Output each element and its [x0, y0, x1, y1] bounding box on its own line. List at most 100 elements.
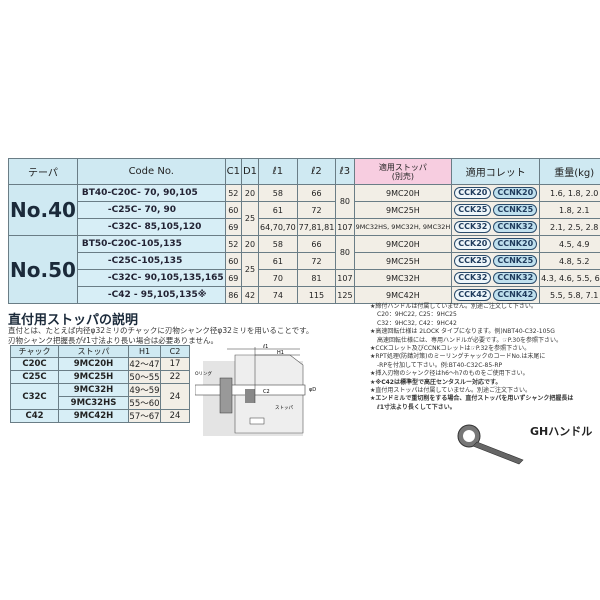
stopper-subheader: (別売) [391, 171, 415, 181]
note-line: ★※C42は標準型で高圧センタスルー対応です。 [370, 378, 502, 386]
note-line: ★締付ハンドルは付属していません。別途ご注文して下さい。 [370, 303, 537, 310]
col-stopper: ストッパ [58, 345, 129, 358]
l1-cell: 58 [258, 184, 298, 202]
c2-cell: 17 [160, 357, 190, 371]
c2-cell: 24 [160, 409, 190, 423]
l2-cell: 66 [296, 184, 337, 202]
l2-cell: 115 [296, 286, 337, 304]
stopper-cell: 9MC32H [58, 383, 129, 397]
stopper-cell: 9MC20H [58, 357, 129, 371]
weight-cell: 5.5, 5.8, 7.1 [539, 286, 600, 304]
collet-badge: CCK42 [454, 289, 492, 301]
col-chuck: チャック [10, 345, 59, 358]
h1-cell: 42〜47 [128, 357, 161, 371]
code-cell: -C25C- 70, 90 [76, 201, 226, 219]
collet-cell: CCK42 CCNK42 [451, 286, 541, 304]
l2-cell: 66 [296, 235, 337, 253]
note-line: C32：9HC32, C42：9HC42 [377, 319, 457, 327]
table-row: C20C 9MC20H 42〜47 17 [10, 357, 190, 371]
table-row: C42 9MC42H 57〜67 24 [10, 409, 190, 423]
l1-label: ℓ1 [262, 344, 268, 350]
c1-cell: 60 [224, 252, 242, 270]
c1-cell: 52 [224, 184, 242, 202]
c2-cell: 22 [160, 370, 190, 384]
o-ring-label: Oリング [195, 370, 213, 377]
table-row: C25C 9MC25H 50〜55 22 [10, 370, 190, 384]
collet-cell: CCK25 CCNK25 [451, 201, 541, 219]
table-row: -C42 - 95,105,135※ 86 42 74 115 125 9MC42H CCK4… [9, 286, 600, 304]
note-line: ★高速回転仕様は 2LOCK タイプになります。例)NBT40-C32-105G [370, 328, 555, 336]
stopper-table: チャック ストッパ H1 C2 C20C 9MC20H 42〜47 17 C25C 9M… [10, 345, 190, 423]
col-c1: C1 [224, 158, 242, 185]
stopper-section-title: 直付用ストッパの説明 [8, 313, 139, 328]
weight-cell: 2.1, 2.5, 2.8 [539, 218, 600, 236]
c2-cell: 24 [160, 383, 190, 410]
l2-cell: 72 [296, 252, 337, 270]
h1-cell: 57〜67 [128, 409, 161, 423]
l3-cell: 80 [335, 184, 355, 219]
code-cell: BT50-C20C-105,135 [76, 235, 226, 253]
l1-cell: 61 [258, 201, 298, 219]
stopper-cell: 9MC25H [58, 370, 129, 384]
c1-cell: 86 [224, 286, 242, 304]
code-cell: -C32C- 85,105,120 [76, 218, 226, 236]
taper-cell: No.50 [8, 235, 78, 304]
note-line: ★挿入刃物のシャンク径はh6〜h7のものをご使用下さい。 [370, 370, 529, 378]
stopper-header: 適用ストッパ [378, 162, 427, 172]
collet-badge: CCNK42 [493, 289, 538, 301]
c1-cell: 69 [224, 269, 242, 287]
l2-cell: 77,81,81 [296, 218, 337, 236]
note-line: ★CCKコレット及びCCNKコレットは☞P.32を参照下さい。 [370, 345, 531, 353]
l3-cell: 80 [335, 235, 355, 270]
table-row: No.40 BT40-C20C- 70, 90,105 52 20 58 66 80 9MC2… [8, 184, 600, 236]
chuck-cell: C25C [10, 370, 59, 384]
d1-cell: 20 [240, 235, 260, 253]
table-row: C32C 9MC32H 49〜59 24 [10, 383, 190, 410]
l3-cell: 125 [335, 286, 355, 304]
stopper-label: ストッパ [275, 405, 293, 411]
collet-cell: CCK20 CCNK20 [451, 235, 541, 253]
l1-cell: 58 [258, 235, 298, 253]
collet-badge: CCK25 [454, 255, 492, 267]
stopper-cell: 9MC25H [353, 252, 453, 270]
stopper-cell: 9MC32HS [58, 396, 129, 410]
collet-badge: CCNK20 [493, 187, 538, 199]
note-line: ℓ1寸法より長くして下さい。 [377, 403, 456, 411]
taper-cell: No.40 [8, 184, 78, 236]
l3-cell: 107 [335, 269, 355, 287]
c2-label: C2 [263, 389, 270, 395]
stopper-cell: 9MC20H [353, 184, 453, 202]
code-cell: BT40-C20C- 70, 90,105 [76, 184, 226, 202]
col-l3: ℓ3 [335, 158, 355, 185]
table-row: -C25C- 70, 90 60 25 61 72 9MC25H CCK25 CCNK25 1.… [9, 201, 600, 236]
collet-cell: CCK20 CCNK20 [451, 184, 541, 202]
h1-cell: 55〜60 [128, 396, 161, 410]
c1-cell: 52 [224, 235, 242, 253]
collet-badge: CCK32 [454, 272, 492, 284]
diameter-label: φD [309, 387, 316, 393]
code-cell: -C32C- 90,105,135,165 [76, 269, 226, 287]
l1-cell: 70 [258, 269, 298, 287]
note-line: 高速回転仕様には、専用ハンドルが必要です。☞P.30を参照下さい。 [377, 336, 563, 344]
col-stopper: 適用ストッパ (別売) [353, 158, 453, 185]
collet-badge: CCK20 [454, 238, 492, 250]
collet-badge: CCNK20 [493, 238, 538, 250]
col-weight: 重量(kg) [539, 158, 600, 185]
stopper-cell: 9MC32HS, 9MC32H, 9MC32H [353, 218, 453, 236]
l3-cell: 107 [335, 218, 355, 236]
gh-handle-image [457, 424, 524, 465]
l1-cell: 74 [258, 286, 298, 304]
l2-cell: 81 [296, 269, 337, 287]
collet-badge: CCK32 [454, 221, 492, 233]
chuck-cross-section-diagram: ℓ1 H1 C2 φD Oリング ストッパ [195, 344, 316, 436]
table-row: -C32C- 90,105,135,165 69 70 81 107 9MC32H CCK3… [9, 269, 600, 287]
table-row: No.50 BT50-C20C-105,135 52 20 58 66 80 9MC20H CC… [8, 235, 600, 304]
note-line: C20：9HC22, C25：9HC25 [377, 311, 457, 319]
spec-table: テーパ Code No. C1 D1 ℓ1 ℓ2 ℓ3 適用ストッパ (別売) 適… [8, 158, 600, 304]
col-c2: C2 [160, 345, 190, 358]
col-collet: 適用コレット [451, 158, 541, 185]
h1-cell: 50〜55 [128, 370, 161, 384]
c1-cell: 69 [224, 218, 242, 236]
collet-badge: CCK20 [454, 187, 492, 199]
note-line: -RPを付加して下さい。例:BT40-C32C-85-RP [377, 361, 503, 369]
